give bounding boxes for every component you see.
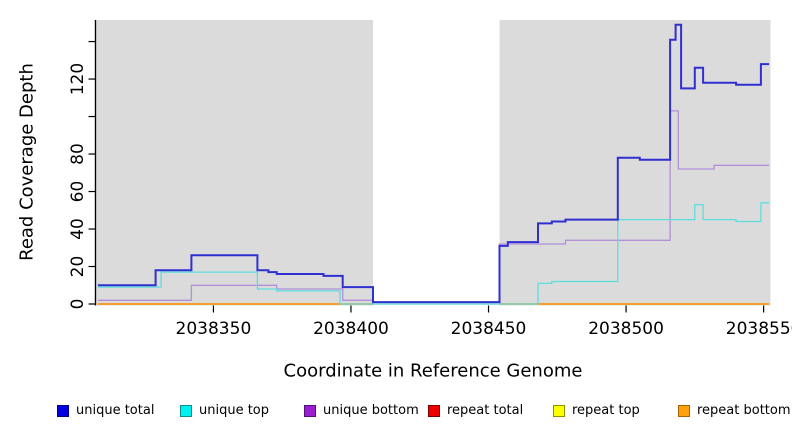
x-tick-label: 2038450	[451, 319, 527, 339]
x-axis-title: Coordinate in Reference Genome	[283, 360, 583, 382]
y-tick-label: 60	[68, 181, 88, 203]
no-data-gap	[372, 20, 500, 306]
x-tick-label: 2038550	[726, 319, 792, 339]
y-tick-label: 20	[68, 256, 88, 278]
y-tick-label: 0	[68, 299, 88, 310]
y-tick-label: 120	[68, 63, 88, 95]
x-tick-label: 2038350	[176, 319, 252, 339]
x-tick-label: 2038500	[588, 319, 664, 339]
y-tick-label: 40	[68, 218, 88, 240]
series-line-unique-total	[97, 23, 770, 304]
y-axis-title: Read Coverage Depth	[16, 63, 38, 261]
y-tick-label: 80	[68, 143, 88, 165]
series-line-unique-top	[97, 202, 770, 305]
x-tick-label: 2038400	[313, 319, 389, 339]
